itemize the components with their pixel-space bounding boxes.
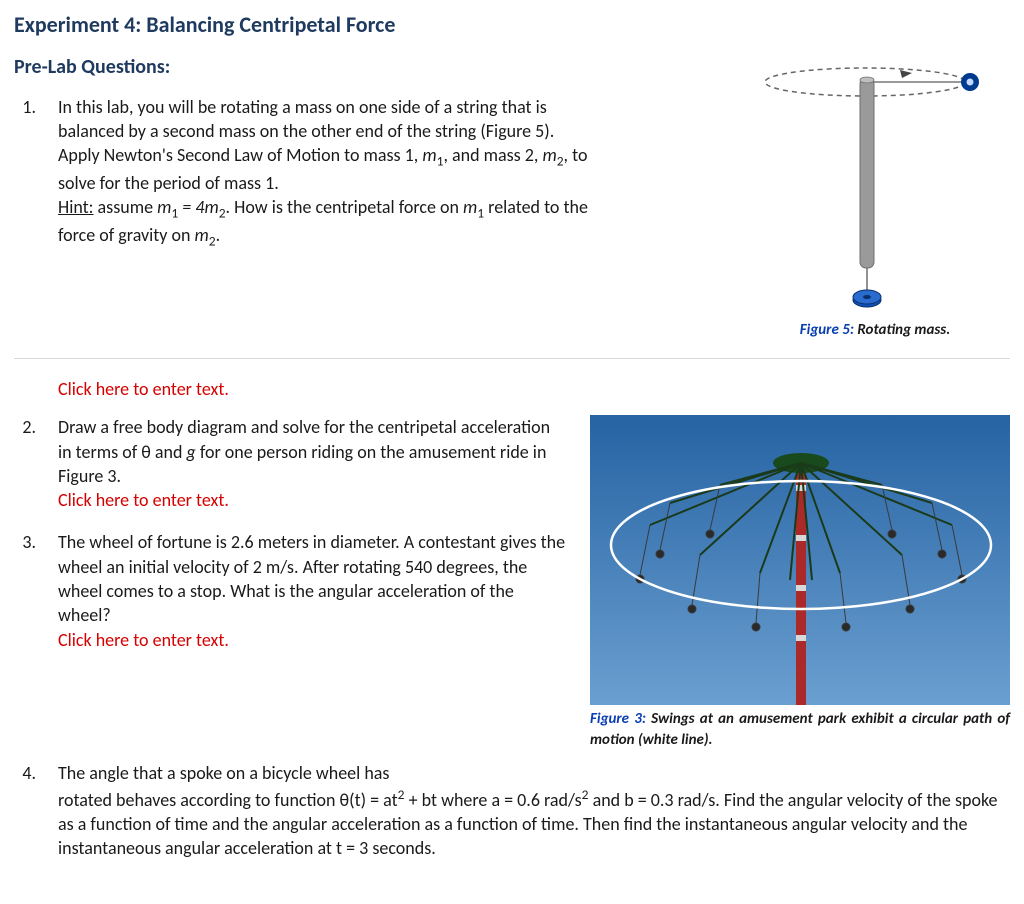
q1-hint-label: Hint: xyxy=(58,196,93,218)
figure-3-caption: Figure 3: Swings at an amusement park ex… xyxy=(590,709,1010,751)
figure-5-caption: Figure 5: Rotating mass. xyxy=(740,320,1010,340)
q1-heq: = 4 xyxy=(178,196,204,218)
question-1: 1. In this lab, you will be rotating a m… xyxy=(14,95,722,251)
q1-hm2b: m xyxy=(195,224,209,246)
q1-hint-line2b: . xyxy=(216,224,221,246)
q1-hm2bs: 2 xyxy=(209,233,216,250)
q4-number: 4. xyxy=(14,761,36,860)
q1-hint-b: . How is the centripetal force on xyxy=(226,196,463,218)
q4-lead: The angle that a spoke on a bicycle whee… xyxy=(58,762,389,784)
q1-m1: m xyxy=(422,144,436,166)
fig5-text: Rotating mass. xyxy=(854,321,950,339)
separator-line xyxy=(14,358,1010,359)
fig3-label: Figure 3: xyxy=(590,710,646,728)
q4-rest-a: rotated behaves according to function θ(… xyxy=(58,789,398,811)
q1-line3c: , to xyxy=(564,144,588,166)
q1-hint-c: related to the xyxy=(484,196,588,218)
q1-m2: m xyxy=(542,144,556,166)
question-3: 3. The wheel of fortune is 2.6 meters in… xyxy=(14,530,566,651)
q1-answer-placeholder[interactable]: Click here to enter text. xyxy=(58,377,1010,401)
q1-hm1b: m xyxy=(463,196,477,218)
q2-number: 2. xyxy=(14,415,36,512)
figure-5-svg xyxy=(760,54,990,314)
prelab-subheading: Pre-Lab Questions: xyxy=(14,54,722,81)
question-4: 4. The angle that a spoke on a bicycle w… xyxy=(14,761,1010,860)
q1-m2sub: 2 xyxy=(557,153,564,170)
fig5-label: Figure 5: xyxy=(800,321,854,339)
figure-3-column: Figure 3: Swings at an amusement park ex… xyxy=(590,415,1010,751)
q4-sup2b: 2 xyxy=(582,786,589,803)
figure-3-svg xyxy=(590,415,1010,705)
q1-line1: In this lab, you will be rotating a mass… xyxy=(58,96,547,118)
q1-answer-spacer xyxy=(14,377,36,401)
q3-answer-placeholder[interactable]: Click here to enter text. xyxy=(58,629,229,651)
q2-body: Draw a free body diagram and solve for t… xyxy=(58,415,566,512)
experiment-title: Experiment 4: Balancing Centripetal Forc… xyxy=(14,10,1010,40)
q1-line3a: Apply Newton's Second Law of Motion to m… xyxy=(58,144,422,166)
q1-hm1: m xyxy=(157,196,171,218)
q1-line4: solve for the period of mass 1. xyxy=(58,172,279,194)
q3-body: The wheel of fortune is 2.6 meters in di… xyxy=(58,530,566,651)
q4-body: The angle that a spoke on a bicycle whee… xyxy=(58,761,1010,860)
q4-rest-b: + bt where a = 0.6 rad/s xyxy=(405,789,582,811)
q4-sup2: 2 xyxy=(398,786,405,803)
mid-row: 2. Draw a free body diagram and solve fo… xyxy=(14,415,1010,751)
q1-hint-line2a: force of gravity on xyxy=(58,224,195,246)
q1-line3b: , and mass 2, xyxy=(443,144,542,166)
q2-g: g xyxy=(187,441,196,463)
q1-line2: balanced by a second mass on the other e… xyxy=(58,120,554,142)
top-row: Pre-Lab Questions: 1. In this lab, you w… xyxy=(14,54,1010,340)
q1-hint-a: assume xyxy=(93,196,157,218)
top-left-col: Pre-Lab Questions: 1. In this lab, you w… xyxy=(14,54,722,265)
q1-body: In this lab, you will be rotating a mass… xyxy=(58,95,722,251)
q3-number: 3. xyxy=(14,530,36,651)
q1-number: 1. xyxy=(14,95,36,251)
q1-answer-row: Click here to enter text. xyxy=(14,377,1010,401)
question-2: 2. Draw a free body diagram and solve fo… xyxy=(14,415,566,512)
q1-hm2s: 2 xyxy=(219,205,226,222)
q3-text: The wheel of fortune is 2.6 meters in di… xyxy=(58,531,565,626)
mid-left-col: 2. Draw a free body diagram and solve fo… xyxy=(14,415,566,666)
figure-5-column: Figure 5: Rotating mass. xyxy=(740,54,1010,340)
q2-answer-placeholder[interactable]: Click here to enter text. xyxy=(58,489,229,511)
fig3-text: Swings at an amusement park exhibit a ci… xyxy=(590,710,1010,749)
q1-hm2: m xyxy=(204,196,218,218)
